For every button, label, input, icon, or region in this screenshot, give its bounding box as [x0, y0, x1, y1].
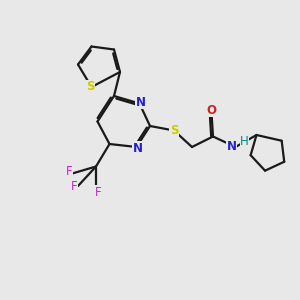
Text: O: O: [206, 103, 217, 117]
Text: F: F: [71, 180, 78, 193]
Text: F: F: [95, 185, 102, 199]
Text: S: S: [170, 124, 178, 137]
Text: H: H: [240, 135, 249, 148]
Text: F: F: [66, 165, 72, 178]
Text: N: N: [136, 95, 146, 109]
Text: S: S: [86, 80, 94, 94]
Text: N: N: [227, 140, 237, 153]
Text: N: N: [133, 142, 143, 155]
